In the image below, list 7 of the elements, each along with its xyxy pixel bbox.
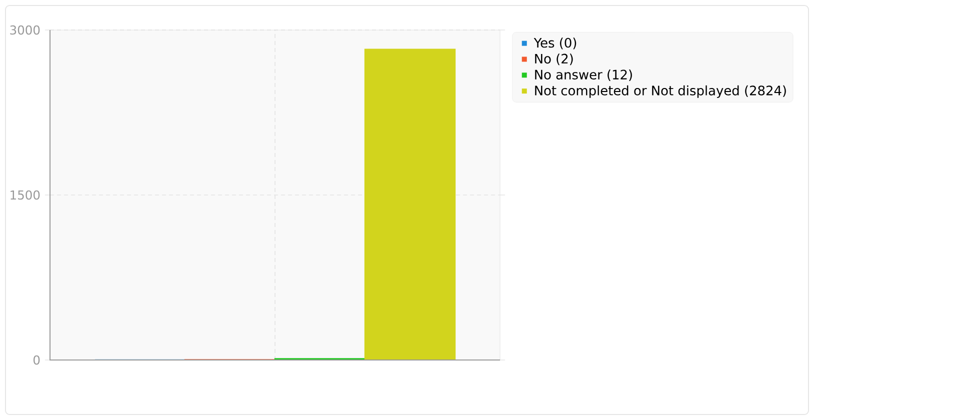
legend-label: No answer (12)	[535, 69, 632, 82]
y-tick-label: 3000	[10, 25, 40, 35]
legend-label: No (2)	[535, 54, 573, 66]
legend-label: Yes (0)	[534, 38, 576, 50]
y-tick-label: 0	[34, 355, 40, 365]
y-tick-label: 1500	[10, 190, 40, 200]
legend-label: Not completed or Not displayed (2824)	[535, 85, 786, 98]
